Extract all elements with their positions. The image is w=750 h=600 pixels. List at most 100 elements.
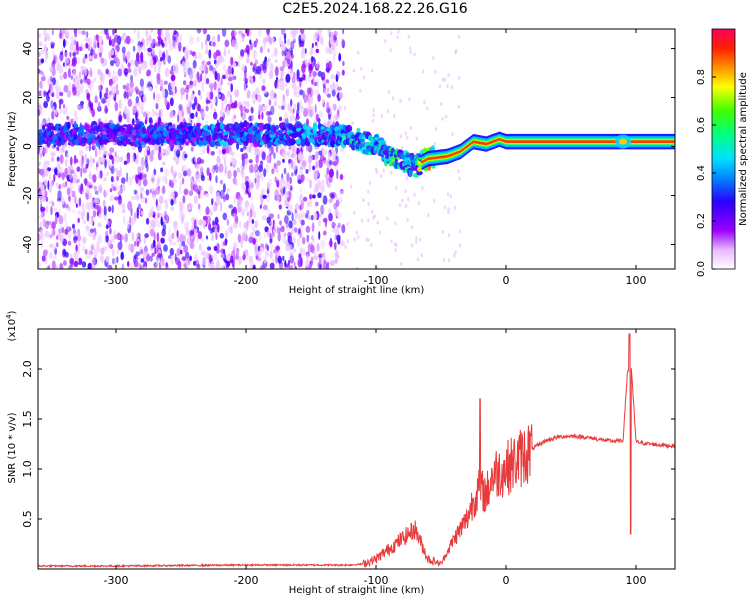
noise-mark [202,29,207,35]
noise-mark [423,100,426,105]
noise-mark [54,108,58,115]
noise-mark [167,235,172,243]
noise-mark [102,72,106,81]
noise-mark [331,43,335,51]
noise-mark [129,216,132,224]
noise-mark [107,206,112,212]
noise-mark [219,233,224,239]
noise-mark [216,155,221,164]
y-tick-label: -20 [21,187,34,205]
noise-mark [154,248,157,255]
noise-mark [298,77,304,82]
noise-mark [73,154,77,165]
noise-mark [212,34,216,42]
noise-mark [294,266,297,269]
noise-mark [215,163,219,174]
noise-mark [152,221,156,229]
noise-mark [67,231,72,241]
noise-mark [315,161,318,169]
noise-mark [114,167,118,173]
noise-mark [189,50,193,55]
noise-mark [193,54,198,60]
noise-mark [61,182,67,188]
noise-mark [136,213,139,219]
noise-mark [360,66,363,71]
noise-mark [113,37,118,42]
noise-mark [338,105,343,112]
noise-mark [44,54,48,63]
noise-mark [190,242,195,250]
noise-mark [211,260,215,265]
noise-mark [339,92,344,99]
noise-mark [195,111,198,118]
noise-mark [274,176,277,184]
noise-mark [59,262,64,269]
noise-mark [318,111,323,118]
snr-series-line [38,333,675,569]
noise-mark [121,209,126,214]
noise-mark [219,116,224,123]
noise-mark [332,114,337,120]
noise-mark [291,212,294,222]
noise-mark [175,35,179,46]
noise-mark [87,37,92,48]
noise-mark [394,221,397,226]
noise-mark [176,249,181,259]
noise-mark [249,208,253,218]
noise-mark [244,70,247,79]
noise-mark [144,233,149,239]
noise-mark [446,192,450,197]
noise-mark [121,46,126,54]
noise-mark [38,161,41,167]
noise-mark [254,243,258,253]
noise-mark [188,190,194,197]
noise-mark [398,203,402,208]
noise-mark [407,34,410,39]
noise-mark [157,253,161,259]
noise-mark [59,74,64,81]
noise-mark [240,49,245,57]
noise-mark [192,59,197,69]
noise-mark [205,206,210,216]
noise-mark [211,210,214,216]
noise-mark [126,51,131,61]
noise-mark [246,54,250,62]
noise-mark [314,41,318,47]
ridge-mark [88,137,93,142]
noise-mark [427,213,430,218]
noise-mark [112,248,115,257]
noise-mark [420,253,423,258]
noise-mark [277,232,281,242]
noise-mark [70,186,73,197]
noise-mark [62,38,66,48]
noise-mark [404,189,407,193]
noise-mark [43,101,48,109]
noise-mark [150,149,154,156]
noise-mark [232,75,237,81]
noise-mark [140,192,143,200]
noise-mark [56,146,59,151]
noise-mark [410,243,414,248]
noise-mark [162,257,165,267]
noise-mark [66,205,69,211]
noise-mark [341,69,345,76]
noise-mark [183,188,189,196]
noise-mark [163,80,168,85]
noise-mark [145,29,149,37]
noise-mark [186,168,192,177]
noise-mark [249,39,252,45]
noise-mark [252,210,257,219]
noise-mark [213,52,218,60]
noise-mark [422,69,425,74]
noise-mark [213,81,217,91]
noise-mark [143,236,147,245]
noise-mark [143,149,147,158]
noise-mark [42,197,45,202]
noise-mark [51,29,54,36]
noise-mark [449,194,453,199]
noise-mark [39,221,43,229]
noise-mark [268,70,274,80]
noise-mark [50,82,54,91]
noise-mark [315,113,319,122]
noise-mark [203,189,205,196]
